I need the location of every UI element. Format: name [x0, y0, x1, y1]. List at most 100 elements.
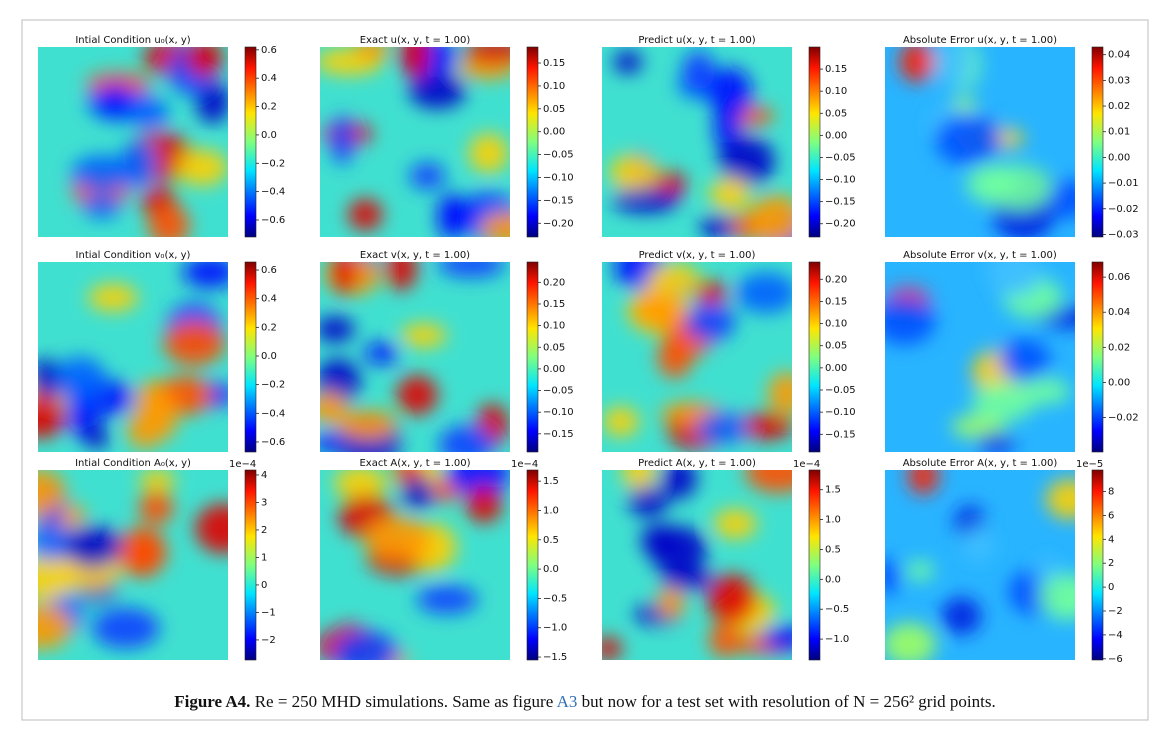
heatmap [38, 262, 228, 452]
heatmap-blob [885, 622, 937, 660]
colorbar-tick-label: 4 [261, 470, 267, 481]
caption-label: Figure A4. [174, 692, 251, 711]
heatmap-blob [696, 411, 749, 445]
heatmap-blob [139, 470, 176, 491]
colorbar-tick-label: 0.05 [543, 104, 565, 115]
colorbar-tick-label: 0.00 [1108, 152, 1130, 163]
colorbar-tick-label: −0.4 [261, 408, 285, 419]
panel-title: Absolute Error u(x, y, t = 1.00) [903, 35, 1057, 46]
colorbar-tick-label: −4 [1108, 630, 1123, 641]
heatmap [885, 47, 1075, 237]
colorbar-tick-label: 0.20 [543, 277, 565, 288]
heatmap-blob [121, 139, 157, 189]
heatmap-blob [622, 470, 656, 492]
colorbar-tick-label: −0.5 [825, 604, 849, 615]
heatmap-field [885, 470, 1075, 660]
colorbar-tick-label: −0.15 [543, 429, 574, 440]
figure-link[interactable]: A3 [556, 692, 578, 711]
heatmap-blob [465, 485, 503, 523]
heatmap-blob [709, 622, 742, 658]
colorbar-tick-label: 0.15 [543, 299, 565, 310]
heatmap-blob [628, 486, 669, 517]
colorbar-tick-label: 0.0 [261, 351, 277, 362]
heatmap-blob [707, 574, 757, 625]
heatmap-blob [602, 406, 639, 437]
colorbar-tick-label: 1.5 [825, 485, 841, 496]
heatmap-blob [438, 425, 495, 452]
heatmap-blob [88, 283, 139, 312]
colorbar-scale: 1e−4 [229, 459, 256, 470]
heatmap-blob [400, 323, 447, 348]
heatmap-blob [971, 382, 1036, 422]
colorbar-tick-label: −0.05 [543, 386, 574, 397]
heatmap-blob [63, 526, 122, 568]
panel-title: Intial Condition A₀(x, y) [75, 458, 191, 469]
colorbar-tick-label: −0.6 [261, 437, 285, 448]
heatmap-blob [734, 413, 792, 440]
heatmap-blob [976, 432, 1015, 452]
heatmap-field [320, 470, 510, 660]
heatmap-blob [999, 338, 1051, 381]
heatmap-blob [54, 356, 107, 403]
panel-title: Intial Condition v₀(x, y) [76, 250, 191, 261]
heatmap-blob [660, 566, 713, 591]
colorbar [244, 46, 257, 238]
colorbar-tick-label: −1.5 [543, 652, 567, 663]
colorbar-tick-label: 0.00 [543, 127, 565, 138]
heatmap-blob [735, 272, 792, 314]
colorbar-tick-label: −2 [261, 635, 276, 646]
heatmap-blob [708, 67, 753, 120]
heatmap-blob [400, 47, 430, 78]
heatmap-blob [657, 586, 685, 620]
heatmap-blob [479, 211, 510, 237]
colorbar [526, 46, 539, 238]
colorbar [1091, 46, 1104, 238]
heatmap-blob [933, 47, 973, 87]
heatmap-field [320, 262, 509, 452]
heatmap-blob [632, 291, 685, 330]
colorbar-tick-label: −1 [261, 607, 276, 618]
colorbar-tick-label: 0.00 [825, 130, 847, 141]
heatmap-blob [348, 198, 383, 231]
colorbar-tick-label: −1.0 [543, 623, 567, 634]
heatmap-blob [196, 80, 228, 124]
heatmap-blob [416, 585, 478, 614]
heatmap-blob [71, 155, 136, 192]
colorbar-tick-label: 3 [261, 497, 267, 508]
colorbar-tick-label: 0.4 [261, 73, 277, 84]
heatmap-blob [115, 527, 167, 577]
panel-title: Exact v(x, y, t = 1.00) [360, 250, 470, 261]
heatmap-blob [331, 262, 356, 296]
heatmap-blob [768, 371, 792, 415]
colorbar-tick-label: 0 [1108, 582, 1114, 593]
heatmap-blob [337, 409, 398, 441]
heatmap-field [885, 262, 1075, 452]
heatmap [320, 262, 510, 452]
heatmap [320, 47, 510, 237]
heatmap-blob [761, 625, 792, 651]
panel-title: Absolute Error A(x, y, t = 1.00) [903, 458, 1058, 469]
colorbar [1091, 469, 1104, 661]
heatmap-blob [709, 177, 751, 211]
heatmap-blob [385, 262, 418, 291]
colorbar-tick-label: −0.02 [1108, 204, 1139, 215]
colorbar-tick-label: 0.00 [543, 364, 565, 375]
frame [21, 19, 1149, 721]
heatmap-blob [885, 296, 936, 345]
colorbar-tick-label: 0.04 [1108, 307, 1130, 318]
heatmap-blob [1039, 573, 1075, 620]
heatmap-blob [176, 149, 228, 186]
colorbar-tick-label: 6 [1108, 510, 1114, 521]
colorbar-tick-label: −0.15 [825, 197, 856, 208]
heatmap-blob [409, 162, 446, 190]
colorbar-tick-label: 0.20 [825, 274, 847, 285]
heatmap-blob [647, 526, 708, 573]
heatmap [320, 470, 510, 660]
colorbar-tick-label: 0.6 [261, 45, 277, 56]
colorbar-tick-label: 2 [261, 525, 267, 536]
heatmap-blob [907, 470, 939, 495]
colorbar-tick-label: 1.0 [825, 515, 841, 526]
panel-title: Predict v(x, y, t = 1.00) [639, 250, 756, 261]
